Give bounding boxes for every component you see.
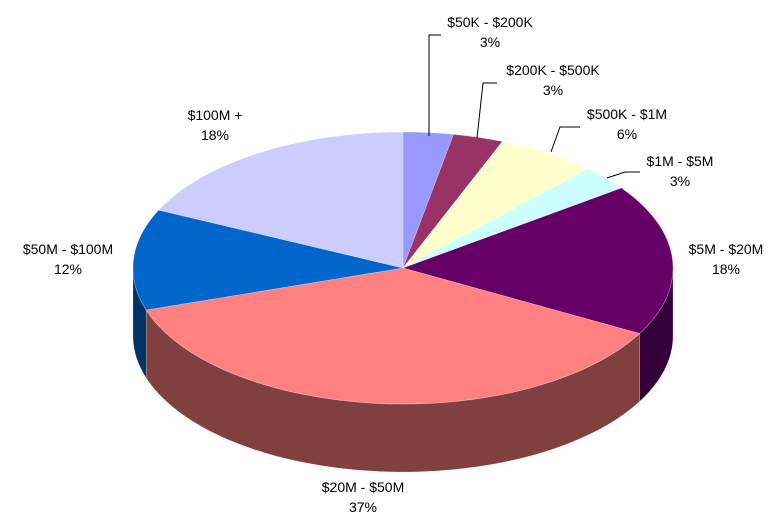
- slice-label-500k-1m: $500K - $1M: [587, 106, 667, 122]
- leader-line-500k-1m: [550, 126, 580, 153]
- slice-value-200k-500k: 3%: [543, 82, 563, 98]
- leader-line-200k-500k: [476, 82, 497, 139]
- slice-labels: $50K - $200K 3% $200K - $500K 3% $500K - $1M…: [23, 14, 763, 515]
- pie-slices: [132, 131, 674, 405]
- pie-slice-5m-20m: [402, 187, 674, 334]
- pie-slice-50m-100m: [132, 209, 404, 311]
- pie-slice-500k-1m: [402, 141, 589, 269]
- leader-line-1m-5m: [606, 171, 640, 179]
- slice-value-500k-1m: 6%: [617, 126, 637, 142]
- slice-label-200k-500k: $200K - $500K: [506, 62, 600, 78]
- pie-slice-200k-500k: [402, 134, 503, 269]
- slice-label-20m-50m: $20M - $50M: [322, 479, 404, 495]
- slice-value-1m-5m: 3%: [670, 173, 690, 189]
- pie-slice-20m-50m: [145, 267, 641, 405]
- slice-value-20m-50m: 37%: [349, 499, 377, 515]
- slice-label-50m-100m: $50M - $100M: [23, 241, 113, 257]
- pie-slice-50k-200k: [402, 131, 455, 269]
- slice-value-5m-20m: 18%: [712, 261, 740, 277]
- slice-value-100m-plus: 18%: [201, 127, 229, 143]
- slice-value-50k-200k: 3%: [480, 34, 500, 50]
- leader-lines: [428, 34, 640, 179]
- slice-label-5m-20m: $5M - $20M: [689, 241, 764, 257]
- pie-slice-100m-plus: [158, 131, 404, 269]
- leader-line-50k-200k: [428, 34, 441, 136]
- pie-slice-1m-5m: [402, 168, 623, 269]
- slice-label-50k-200k: $50K - $200K: [447, 14, 533, 30]
- slice-value-50m-100m: 12%: [54, 261, 82, 277]
- slice-label-1m-5m: $1M - $5M: [647, 153, 714, 169]
- slice-label-100m-plus: $100M +: [188, 107, 243, 123]
